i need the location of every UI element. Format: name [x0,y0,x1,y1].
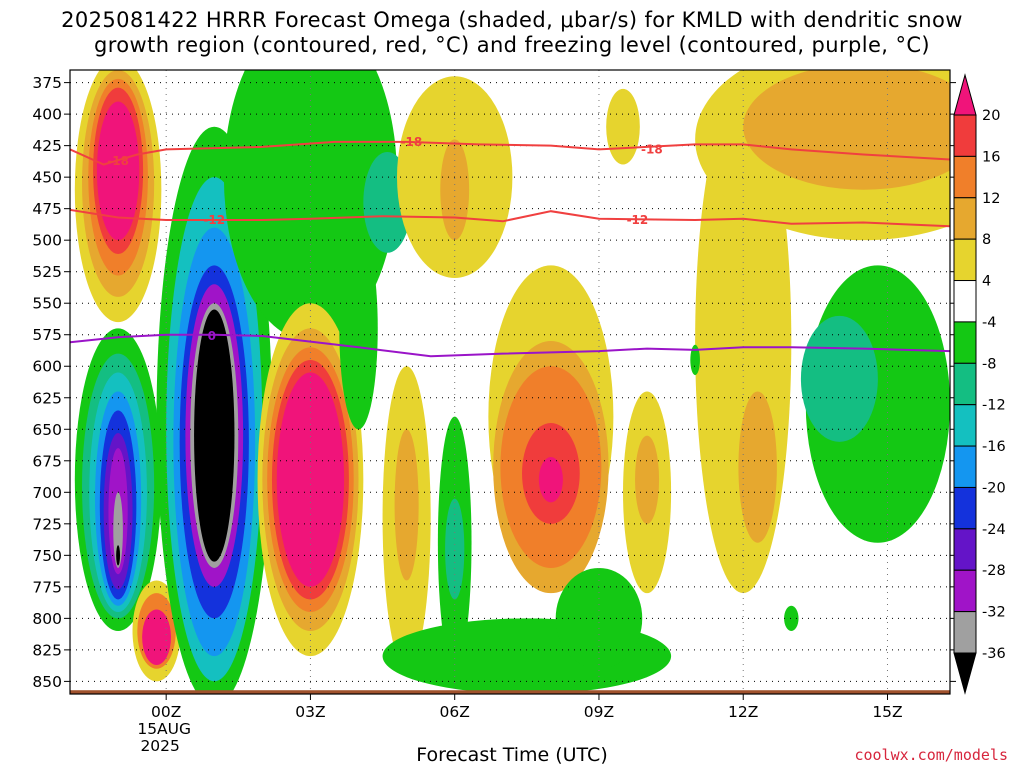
colorbar-label: 16 [982,149,1000,165]
y-tick-label-425: 425 [32,137,62,155]
colorbar-bin-9 [953,486,977,530]
omega-shade-53 [690,344,700,376]
contour-line-0 [70,333,950,358]
y-tick-label-850: 850 [32,673,62,691]
x-tick-label-00Z: 00Z [151,703,181,721]
y-tick-label-775: 775 [32,578,62,596]
y-tick-label-525: 525 [32,263,62,281]
colorbar-bin-8 [953,445,977,488]
omega-shade-31 [339,227,378,430]
colorbar-label: -16 [982,439,1006,455]
colorbar-bin-6 [953,362,977,406]
y-tick-label-700: 700 [32,484,62,502]
plot-frame [69,69,951,695]
contour-label--18: -18 [641,142,663,156]
omega-shade-30 [276,372,345,587]
y-tick-label-750: 750 [32,547,62,565]
omega-shade-4 [96,101,140,241]
y-tick-label-625: 625 [32,389,62,407]
colorbar-label: -28 [982,563,1006,579]
omega-shade-50 [743,70,950,190]
colorbar-bin-5 [953,321,977,364]
x-tick-label-12Z: 12Z [728,703,758,721]
y-tick-label-650: 650 [32,421,62,439]
omega-shade-54 [784,605,799,631]
y-tick-label-600: 600 [32,358,62,376]
colorbar-label: 4 [982,274,991,290]
omega-shade-12 [113,492,123,568]
omega-shade-52 [800,315,878,442]
y-tick-label-450: 450 [32,169,62,187]
source-credit[interactable]: coolwx.com/models [854,746,1008,764]
colorbar-label: 20 [982,108,1000,124]
omega-shading [70,70,950,694]
colorbar-bin-12 [953,611,977,654]
omega-shade-48 [738,391,777,543]
colorbar-label: 8 [982,232,991,248]
contour-label--18: -18 [107,154,129,168]
y-tick-label-400: 400 [32,106,62,124]
ground-band [70,690,950,694]
colorbar-top-arrow [953,73,977,116]
omega-shade-33 [440,139,470,241]
colorbar-bin-1 [953,155,977,199]
omega-shade-38 [538,457,563,503]
y-tick-label-375: 375 [32,74,62,92]
contour-label-0: 0 [208,329,216,343]
colorbar-bin-2 [953,197,977,240]
y-tick-label-500: 500 [32,232,62,250]
colorbar-label: -12 [982,398,1006,414]
colorbar-bin-11 [953,569,977,613]
colorbar-label: -36 [982,646,1006,662]
y-tick-label-475: 475 [32,200,62,218]
colorbar-bin-7 [953,404,977,447]
y-tick-label-825: 825 [32,641,62,659]
colorbar-label: -20 [982,480,1006,496]
x-tick-label-09Z: 09Z [584,703,614,721]
contour-lines: -18 -18 -18 -12 -12 0 [70,135,950,358]
y-tick-label-675: 675 [32,452,62,470]
contour-label--12: -12 [203,213,225,227]
colorbar-label: 12 [982,191,1000,207]
x-tick-label-06Z: 06Z [440,703,470,721]
colorbar: 20 16 12 8 4 -4 -8 -12 -16 -20 -24 -28 -32 -36 [953,73,1006,695]
grid-lines [70,70,950,694]
colorbar-bin-4 [953,280,977,323]
contour-line--18 [70,140,950,166]
y-tick-label-725: 725 [32,515,62,533]
colorbar-bottom-arrow [953,652,977,695]
y-tick-label-575: 575 [32,326,62,344]
chart-title-line-2: growth region (contoured, red, °C) and f… [94,33,930,57]
omega-shade-40 [445,498,465,600]
omega-shade-42 [394,429,419,581]
omega-shade-44 [606,88,640,165]
y-tick-label-550: 550 [32,295,62,313]
colorbar-label: -32 [982,605,1006,621]
axes: 375 400 425 450 475 500 525 550 575 600 625 650 675 7… [32,69,956,755]
colorbar-label: -4 [982,315,996,331]
colorbar-bin-3 [953,238,977,282]
y-tick-label-800: 800 [32,610,62,628]
x-tick-date: 15AUG [137,720,191,738]
contour-line--12 [70,208,950,228]
omega-shade-23 [194,309,235,562]
omega-shade-46 [635,435,660,524]
x-tick-year: 2025 [140,737,179,755]
colorbar-label: -24 [982,522,1006,538]
contour-label--18: -18 [401,135,423,149]
x-tick-label-03Z: 03Z [295,703,325,721]
x-axis-label: Forecast Time (UTC) [416,744,608,766]
x-tick-label-15Z: 15Z [872,703,902,721]
contour-label--12: -12 [627,213,649,227]
chart-title-line-1: 2025081422 HRRR Forecast Omega (shaded, … [61,8,963,32]
colorbar-bin-0 [953,114,977,157]
omega-shade-16 [142,609,171,666]
colorbar-label: -8 [982,356,996,372]
colorbar-bin-10 [953,528,977,571]
